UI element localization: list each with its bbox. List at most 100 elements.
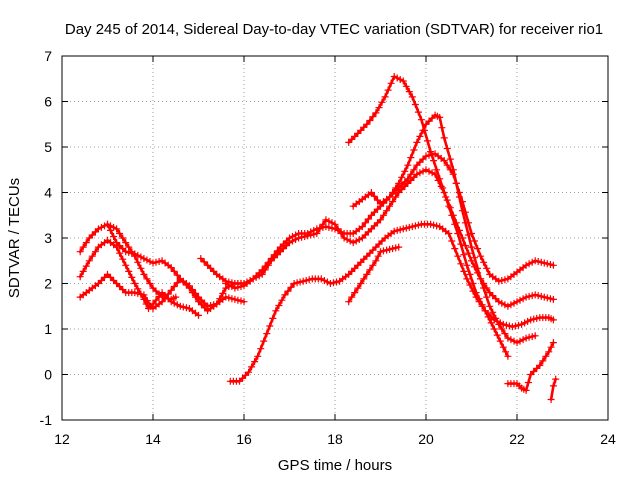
data-point [251, 358, 259, 366]
data-point [198, 296, 205, 304]
data-point [119, 234, 127, 242]
data-point [457, 260, 465, 268]
data-point [320, 277, 328, 284]
data-point [119, 255, 127, 263]
data-point [389, 189, 397, 196]
data-point [143, 256, 151, 264]
data-point [302, 277, 310, 284]
data-point [281, 291, 289, 299]
data-point [158, 298, 166, 306]
data-point [374, 252, 382, 260]
data-point [515, 321, 522, 329]
data-point [448, 237, 456, 245]
data-point [364, 215, 372, 223]
data-point [404, 161, 412, 169]
data-point [125, 248, 133, 256]
data-point [131, 280, 139, 287]
data-point [279, 245, 287, 253]
data-point [502, 348, 510, 356]
data-point [522, 334, 530, 342]
data-point [522, 293, 530, 301]
data-point [419, 126, 427, 134]
data-point [408, 223, 416, 231]
data-point [490, 325, 498, 333]
data-point [225, 294, 233, 302]
data-point [395, 179, 403, 187]
data-point [416, 132, 424, 140]
data-point [527, 316, 535, 324]
data-point [149, 259, 157, 267]
data-point [370, 192, 378, 200]
data-point [140, 291, 148, 299]
data-point [549, 339, 557, 347]
data-point [481, 307, 489, 315]
data-point [540, 259, 548, 267]
x-tick-label: 12 [54, 431, 70, 447]
data-point [82, 239, 90, 247]
y-tick-label: 0 [44, 367, 52, 383]
data-point [425, 167, 433, 175]
data-point [504, 352, 512, 360]
data-point [119, 245, 127, 253]
series-10 [349, 111, 539, 347]
data-point [173, 271, 181, 279]
data-point [516, 337, 524, 345]
data-point [116, 242, 124, 250]
data-point [399, 77, 407, 85]
data-point [471, 237, 478, 245]
data-point [401, 182, 409, 190]
data-point [301, 233, 309, 240]
data-point [334, 225, 342, 233]
data-point [249, 275, 257, 283]
data-point [414, 221, 422, 229]
data-point [299, 277, 307, 285]
y-tick-label: 4 [44, 185, 52, 201]
data-point [398, 186, 406, 193]
data-point [287, 283, 295, 291]
data-point [396, 76, 404, 83]
data-point [267, 257, 275, 265]
data-point [304, 232, 312, 240]
data-point [254, 352, 262, 360]
data-point [110, 233, 118, 240]
data-point [536, 361, 544, 369]
data-point [522, 386, 530, 394]
data-point [472, 289, 480, 297]
data-point [137, 253, 145, 261]
data-point [360, 255, 368, 263]
data-point [91, 228, 99, 236]
data-point [451, 220, 459, 228]
data-point [478, 301, 486, 309]
data-point [495, 298, 503, 306]
data-point [228, 283, 236, 290]
data-point [389, 245, 397, 253]
data-point [501, 330, 509, 338]
data-point [79, 267, 87, 275]
data-point [465, 231, 472, 239]
data-point [480, 284, 488, 292]
data-point [351, 264, 359, 272]
data-point [534, 292, 542, 300]
data-point [222, 293, 230, 301]
data-point [483, 293, 491, 301]
data-point [396, 226, 404, 234]
data-point [210, 301, 218, 309]
data-point [337, 230, 345, 237]
data-point [433, 222, 441, 230]
data-point [364, 228, 372, 236]
data-point [104, 270, 111, 278]
data-point [237, 283, 245, 290]
data-point [270, 254, 278, 262]
data-point [296, 278, 304, 286]
series-8 [345, 243, 403, 306]
data-point [474, 245, 482, 253]
data-point [107, 273, 114, 281]
data-point [443, 161, 451, 169]
data-point [237, 297, 245, 305]
data-point [167, 286, 175, 294]
data-point [405, 223, 413, 231]
data-point [374, 219, 381, 227]
data-point [161, 294, 169, 302]
data-point [213, 300, 221, 308]
data-point [419, 167, 427, 175]
